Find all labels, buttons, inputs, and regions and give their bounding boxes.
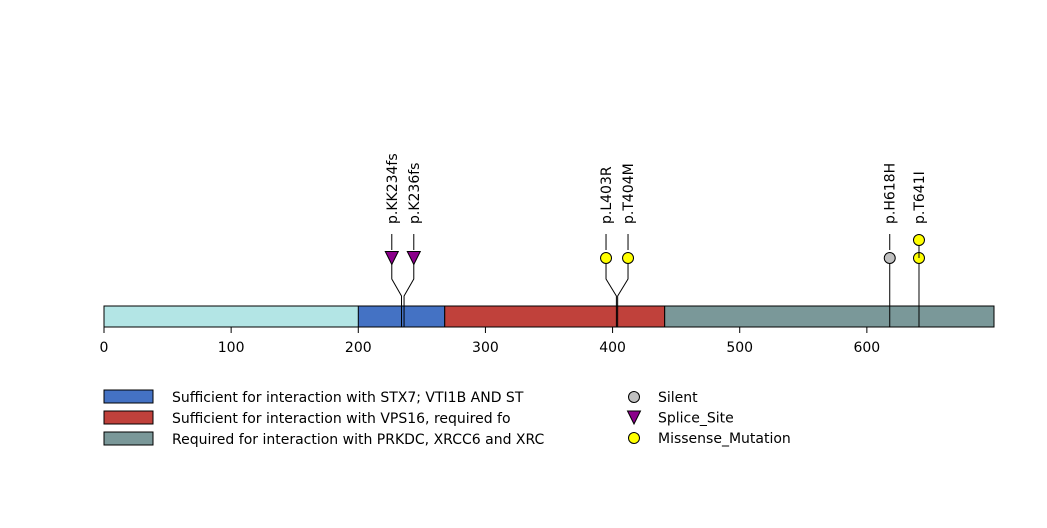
legend-type-symbol-Silent [628,391,640,403]
mutation-label-p.K236fs: p.K236fs [407,163,423,224]
stem-p.KK234fs [391,258,403,327]
legend-domain-label-3: Required for interaction with PRKDC, XRC… [172,432,545,448]
stem-p.T404M [617,258,629,327]
legend-type-symbol-Missense_Mutation [628,432,640,444]
mutation-point-p.T641I-2 [912,234,925,246]
mutation-point-p.L403R [600,252,613,264]
mutation-label-p.T404M: p.T404M [621,163,637,224]
mutation-label-p.T641I: p.T641I [912,171,928,224]
mutation-point-p.KK234fs [384,251,400,266]
x-tick-label-200: 200 [345,340,372,356]
mutation-point-p.T404M [622,252,635,264]
mutation-label-p.KK234fs: p.KK234fs [385,153,401,224]
legend-domain-label-2: Sufficient for interaction with VPS16, r… [172,411,511,427]
legend-type-label-Missense_Mutation: Missense_Mutation [658,431,791,447]
stem-p.K236fs [403,258,415,327]
domain-2 [444,305,666,328]
mutation-point-p.K236fs [406,251,422,266]
stem-p.L403R [605,258,617,327]
x-tick-label-0: 0 [100,340,109,356]
legend-type-label-Splice_Site: Splice_Site [658,411,734,427]
x-tick-label-500: 500 [726,340,753,356]
legend-domain-label-1: Sufficient for interaction with STX7; VT… [172,390,524,406]
legend-type-symbol-Splice_Site [626,410,642,426]
mutation-label-p.H618H: p.H618H [883,163,899,224]
legend-domain-swatch-2 [103,410,154,425]
domain-3 [664,305,995,328]
legend-type-label-Silent: Silent [658,390,698,406]
x-tick-label-300: 300 [472,340,499,356]
mutation-label-p.L403R: p.L403R [599,166,615,224]
mutation-point-p.H618H [883,252,896,264]
x-tick-label-600: 600 [853,340,880,356]
x-tick-label-400: 400 [599,340,626,356]
x-tick-label-100: 100 [218,340,245,356]
legend-domain-swatch-3 [103,431,154,446]
legend-domain-swatch-1 [103,389,154,404]
